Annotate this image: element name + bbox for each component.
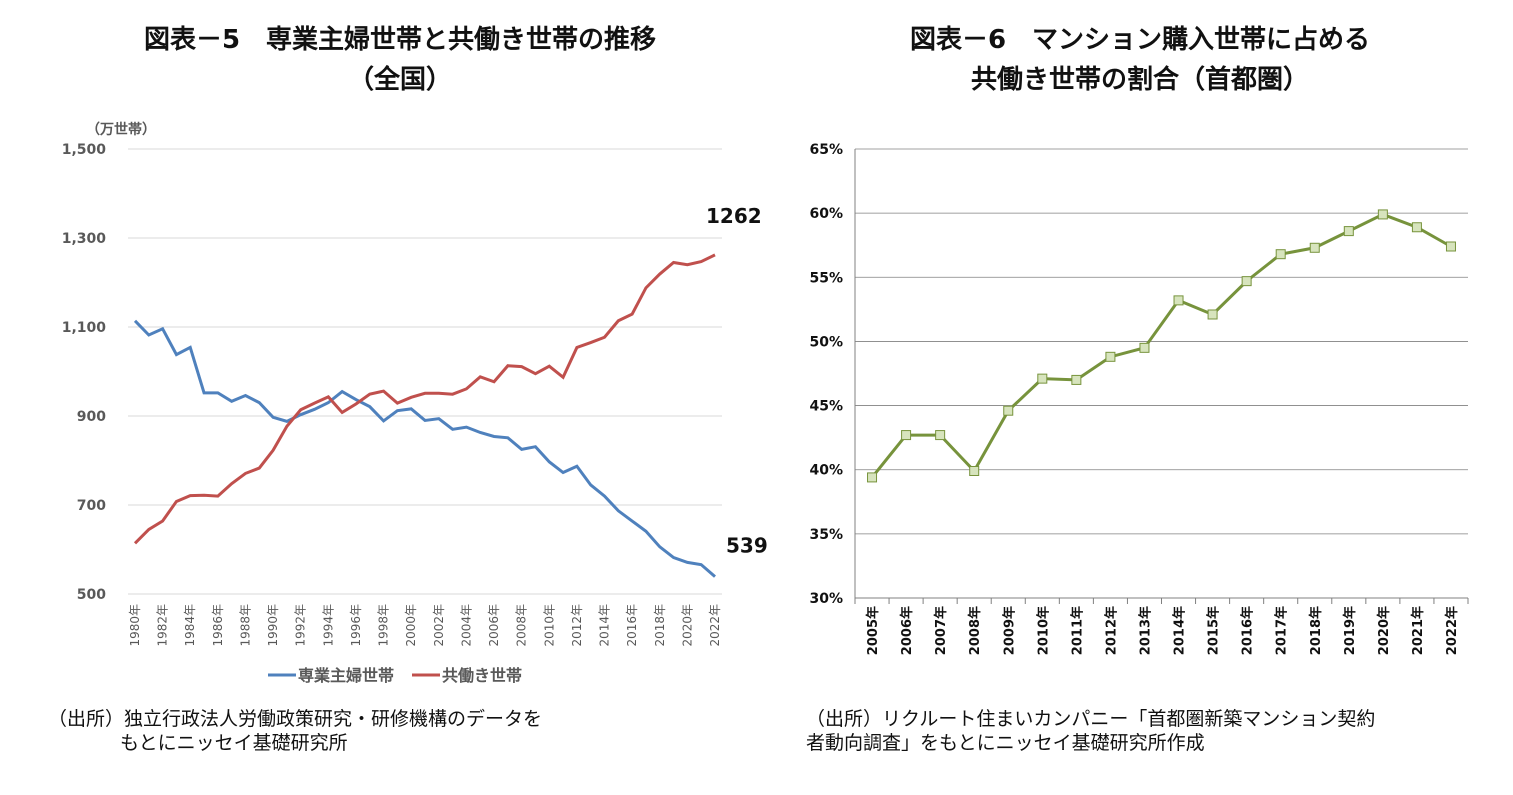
data-point	[969, 465, 980, 476]
x-tick-label: 1990年	[266, 604, 280, 647]
x-tick-label: 1986年	[211, 604, 225, 647]
data-point	[867, 472, 878, 483]
data-point	[1207, 309, 1218, 320]
x-tick-label: 1984年	[183, 604, 197, 647]
series-line-1	[133, 253, 716, 545]
y-tick-label: 40%	[809, 463, 843, 479]
data-point	[1445, 241, 1456, 252]
y-tick-label: 900	[77, 409, 106, 425]
data-point	[901, 430, 912, 441]
x-tick-label: 2017年	[1274, 606, 1290, 655]
x-tick-label: 2018年	[653, 604, 667, 647]
y-axis-unit: （万世帯）	[86, 121, 156, 138]
x-tick-label: 1982年	[156, 604, 170, 647]
chart2-title: 図表－6 マンション購入世帯に占める	[909, 25, 1371, 55]
y-tick-label: 45%	[809, 399, 843, 415]
end-data-label: 539	[726, 534, 768, 558]
data-point	[1411, 222, 1422, 233]
y-tick-label: 1,100	[62, 320, 107, 336]
x-tick-label: 1994年	[321, 604, 335, 647]
y-tick-label: 500	[77, 587, 106, 603]
data-point	[1241, 276, 1252, 287]
x-tick-label: 2002年	[432, 604, 446, 647]
y-tick-label: 60%	[809, 206, 843, 222]
end-data-label: 1262	[706, 204, 762, 228]
chart2-subtitle: 共働き世帯の割合（首都圏）	[970, 65, 1309, 95]
chart2-source-2: 者動向調査」をもとにニッセイ基礎研究所作成	[806, 732, 1205, 754]
x-tick-label: 2022年	[708, 604, 722, 647]
data-point	[1173, 295, 1184, 306]
data-point	[935, 430, 946, 441]
x-tick-label: 2012年	[570, 604, 584, 647]
x-tick-label: 2005年	[865, 606, 881, 655]
y-tick-label: 1,500	[62, 142, 107, 158]
chart1-title: 図表－5 専業主婦世帯と共働き世帯の推移	[143, 25, 657, 55]
x-tick-label: 2008年	[515, 604, 529, 647]
chart2-source-1: （出所）リクルート住まいカンパニー「首都圏新築マンション契約	[806, 708, 1376, 730]
y-tick-label: 700	[77, 498, 106, 514]
x-tick-label: 2013年	[1137, 606, 1153, 655]
x-tick-label: 2022年	[1444, 606, 1460, 655]
chart1-subtitle: （全国）	[347, 65, 452, 95]
y-tick-label: 35%	[809, 527, 843, 543]
y-tick-label: 1,300	[62, 231, 107, 247]
x-tick-label: 1980年	[128, 604, 142, 647]
x-tick-label: 2019年	[1342, 606, 1358, 655]
data-point	[1003, 405, 1014, 416]
x-tick-label: 2011年	[1069, 606, 1085, 655]
data-point	[1275, 249, 1286, 260]
x-tick-label: 2012年	[1103, 606, 1119, 655]
y-tick-label: 65%	[809, 142, 843, 158]
data-point	[1037, 373, 1048, 384]
x-tick-label: 2004年	[459, 604, 473, 647]
x-tick-label: 2020年	[680, 604, 694, 647]
x-tick-label: 2016年	[625, 604, 639, 647]
data-point	[1139, 342, 1150, 353]
x-tick-label: 2006年	[487, 604, 501, 647]
x-tick-label: 1998年	[377, 604, 391, 647]
x-tick-label: 2007年	[933, 606, 949, 655]
x-tick-label: 2010年	[542, 604, 556, 647]
legend-label: 共働き世帯	[442, 666, 522, 685]
data-point	[1377, 209, 1388, 220]
data-point	[1105, 351, 1116, 362]
y-tick-label: 55%	[809, 270, 843, 286]
x-tick-label: 2015年	[1206, 606, 1222, 655]
x-tick-label: 1996年	[349, 604, 363, 647]
series-line-0	[133, 319, 716, 578]
x-tick-label: 1988年	[238, 604, 252, 647]
x-tick-label: 2018年	[1308, 606, 1324, 655]
x-tick-label: 1992年	[294, 604, 308, 647]
x-tick-label: 2021年	[1410, 606, 1426, 655]
x-tick-label: 2010年	[1035, 606, 1051, 655]
x-tick-label: 2000年	[404, 604, 418, 647]
x-tick-label: 2009年	[1001, 606, 1017, 655]
data-point	[1343, 226, 1354, 237]
x-tick-label: 2014年	[1172, 606, 1188, 655]
x-tick-label: 2020年	[1376, 606, 1392, 655]
x-tick-label: 2014年	[598, 604, 612, 647]
legend-label: 専業主婦世帯	[298, 666, 394, 685]
x-tick-label: 2016年	[1240, 606, 1256, 655]
data-point	[1071, 374, 1082, 385]
chart1-source-2: もとにニッセイ基礎研究所	[120, 732, 348, 754]
chart1-source-1: （出所）独立行政法人労働政策研究・研修機構のデータを	[48, 708, 543, 730]
x-tick-label: 2008年	[967, 606, 983, 655]
y-tick-label: 50%	[809, 334, 843, 350]
x-tick-label: 2006年	[899, 606, 915, 655]
y-tick-label: 30%	[809, 591, 843, 607]
series-line	[870, 212, 1452, 479]
data-point	[1309, 242, 1320, 253]
